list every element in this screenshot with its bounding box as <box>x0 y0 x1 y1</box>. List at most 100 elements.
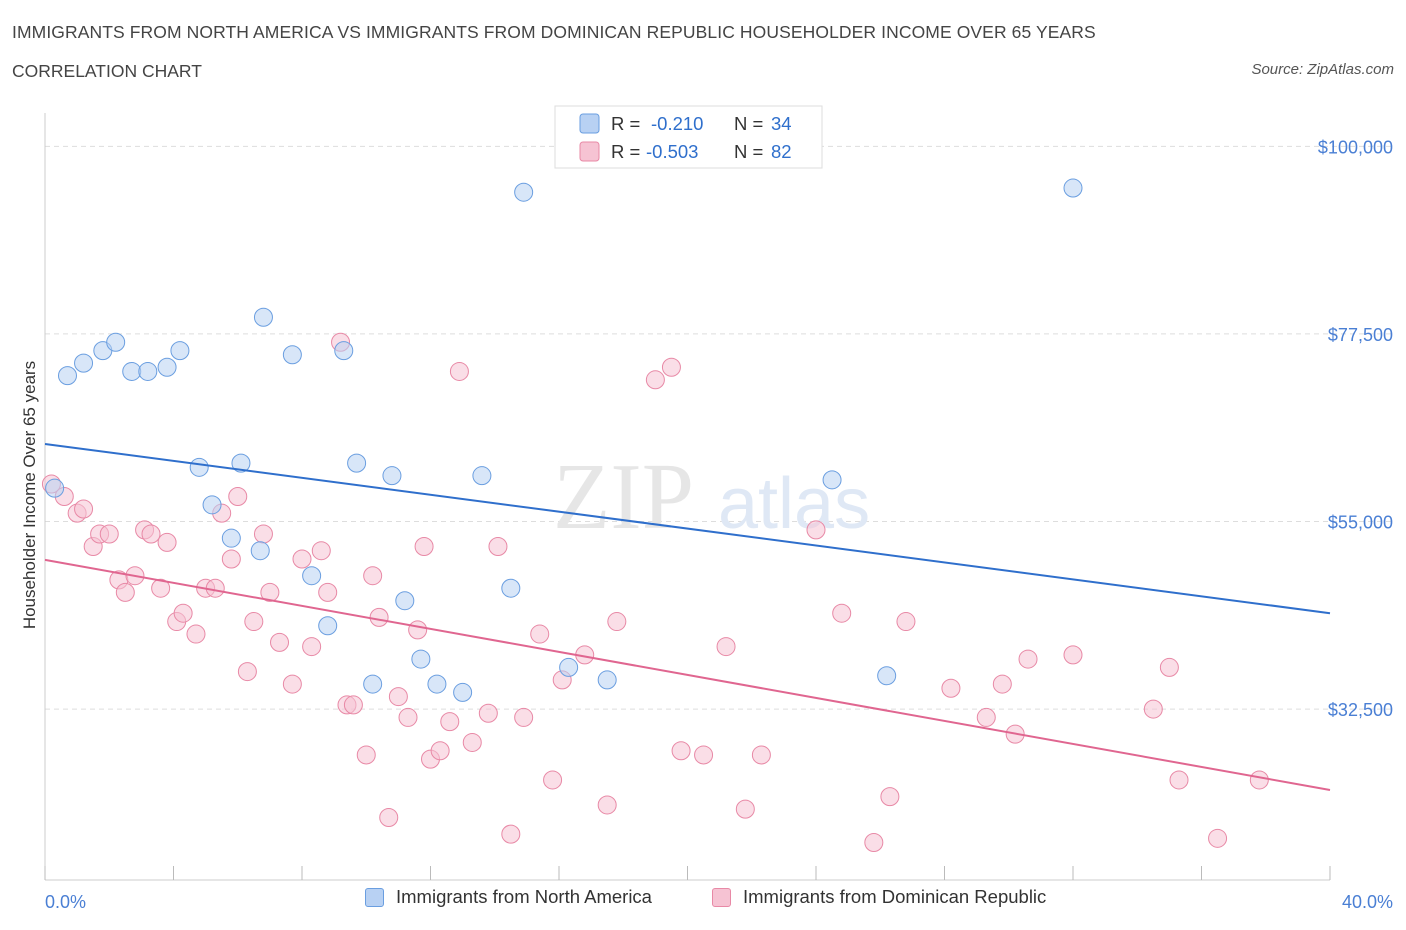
point-dominican-republic <box>694 745 714 765</box>
point-north-america <box>157 357 177 377</box>
legend-r-label-blue: R = <box>611 113 640 134</box>
point-dominican-republic <box>356 745 376 765</box>
point-dominican-republic <box>992 674 1012 694</box>
point-north-america <box>597 670 617 690</box>
legend-r-label-pink: R = <box>611 141 640 162</box>
series-dominican-republic-points <box>41 332 1269 852</box>
point-dominican-republic <box>1159 657 1179 677</box>
x-tick-label-max: 40.0% <box>1342 892 1393 912</box>
point-dominican-republic <box>514 707 534 727</box>
trend-lines <box>44 442 1331 791</box>
point-dominican-republic <box>151 578 171 598</box>
point-dominican-republic <box>661 357 681 377</box>
point-dominican-republic <box>976 707 996 727</box>
point-dominican-republic <box>864 832 884 852</box>
point-north-america <box>106 332 126 352</box>
point-dominican-republic <box>260 582 280 602</box>
watermark-atlas: atlas <box>718 464 870 544</box>
point-dominican-republic <box>311 541 331 561</box>
point-dominican-republic <box>530 624 550 644</box>
point-dominican-republic <box>462 732 482 752</box>
point-dominican-republic <box>292 549 312 569</box>
point-north-america <box>501 578 521 598</box>
legend-item-north-america: Immigrants from North America <box>365 886 652 908</box>
watermark-zip: ZIP <box>553 445 694 549</box>
point-dominican-republic <box>244 612 264 632</box>
point-north-america <box>202 495 222 515</box>
point-dominican-republic <box>607 612 627 632</box>
watermark: ZIP atlas <box>553 445 870 549</box>
point-dominican-republic <box>430 741 450 761</box>
point-dominican-republic <box>806 520 826 540</box>
point-dominican-republic <box>343 695 363 715</box>
point-north-america <box>302 566 322 586</box>
point-dominican-republic <box>270 632 290 652</box>
point-north-america <box>189 457 209 477</box>
point-dominican-republic <box>318 582 338 602</box>
point-dominican-republic <box>379 807 399 827</box>
point-dominican-republic <box>751 745 771 765</box>
point-north-america <box>45 478 65 498</box>
legend-item-dominican-republic: Immigrants from Dominican Republic <box>712 886 1046 908</box>
point-dominican-republic <box>141 524 161 544</box>
y-tick-label: $77,500 <box>1328 325 1393 345</box>
legend-n-value-pink: 82 <box>771 141 792 162</box>
point-north-america <box>253 307 273 327</box>
point-dominican-republic <box>671 741 691 761</box>
point-dominican-republic <box>302 637 322 657</box>
trend-line-north-america <box>44 442 1331 615</box>
point-dominican-republic <box>1249 770 1269 790</box>
point-north-america <box>411 649 431 669</box>
point-north-america <box>514 182 534 202</box>
point-north-america <box>282 345 302 365</box>
point-dominican-republic <box>173 603 193 623</box>
legend-swatch-dominican-republic <box>712 887 731 907</box>
point-north-america <box>822 470 842 490</box>
point-dominican-republic <box>398 707 418 727</box>
legend-swatch-pink <box>579 141 600 162</box>
legend-swatch-blue <box>579 113 600 134</box>
source-credit: Source: ZipAtlas.com <box>1251 61 1394 78</box>
point-dominican-republic <box>1208 828 1228 848</box>
chart-title: IMMIGRANTS FROM NORTH AMERICA VS IMMIGRA… <box>12 22 1096 42</box>
y-axis-label: Householder Income Over 65 years <box>20 361 39 629</box>
point-dominican-republic <box>440 712 460 732</box>
y-tick-label: $100,000 <box>1318 137 1393 157</box>
point-north-america <box>472 466 492 486</box>
legend-n-label-pink: N = <box>734 141 763 162</box>
point-dominican-republic <box>408 620 428 640</box>
point-dominican-republic <box>369 607 389 627</box>
point-north-america <box>138 361 158 381</box>
y-tick-label: $32,500 <box>1328 700 1393 720</box>
point-dominican-republic <box>1063 645 1083 665</box>
point-dominican-republic <box>363 566 383 586</box>
point-dominican-republic <box>1143 699 1163 719</box>
chart-subtitle: CORRELATION CHART <box>12 61 202 81</box>
point-dominican-republic <box>99 524 119 544</box>
x-tick-label-min: 0.0% <box>45 892 86 912</box>
point-north-america <box>395 591 415 611</box>
point-north-america <box>363 674 383 694</box>
trend-line-dominican-republic <box>44 558 1331 791</box>
point-north-america <box>231 453 251 473</box>
point-dominican-republic <box>896 612 916 632</box>
point-dominican-republic <box>186 624 206 644</box>
legend-n-label-blue: N = <box>734 113 763 134</box>
legend-r-value-blue: -0.210 <box>651 113 703 134</box>
point-north-america <box>122 361 142 381</box>
point-north-america <box>74 353 94 373</box>
point-north-america <box>382 466 402 486</box>
axes <box>44 113 1331 881</box>
point-dominican-republic <box>880 787 900 807</box>
point-north-america <box>334 341 354 361</box>
point-dominican-republic <box>716 637 736 657</box>
point-dominican-republic <box>645 370 665 390</box>
point-north-america <box>318 616 338 636</box>
legend-top: R = -0.210 N = 34 R = -0.503 N = 82 <box>554 105 823 169</box>
point-dominican-republic <box>478 703 498 723</box>
point-north-america <box>559 657 579 677</box>
point-dominican-republic <box>115 582 135 602</box>
point-dominican-republic <box>228 487 248 506</box>
point-dominican-republic <box>543 770 563 790</box>
